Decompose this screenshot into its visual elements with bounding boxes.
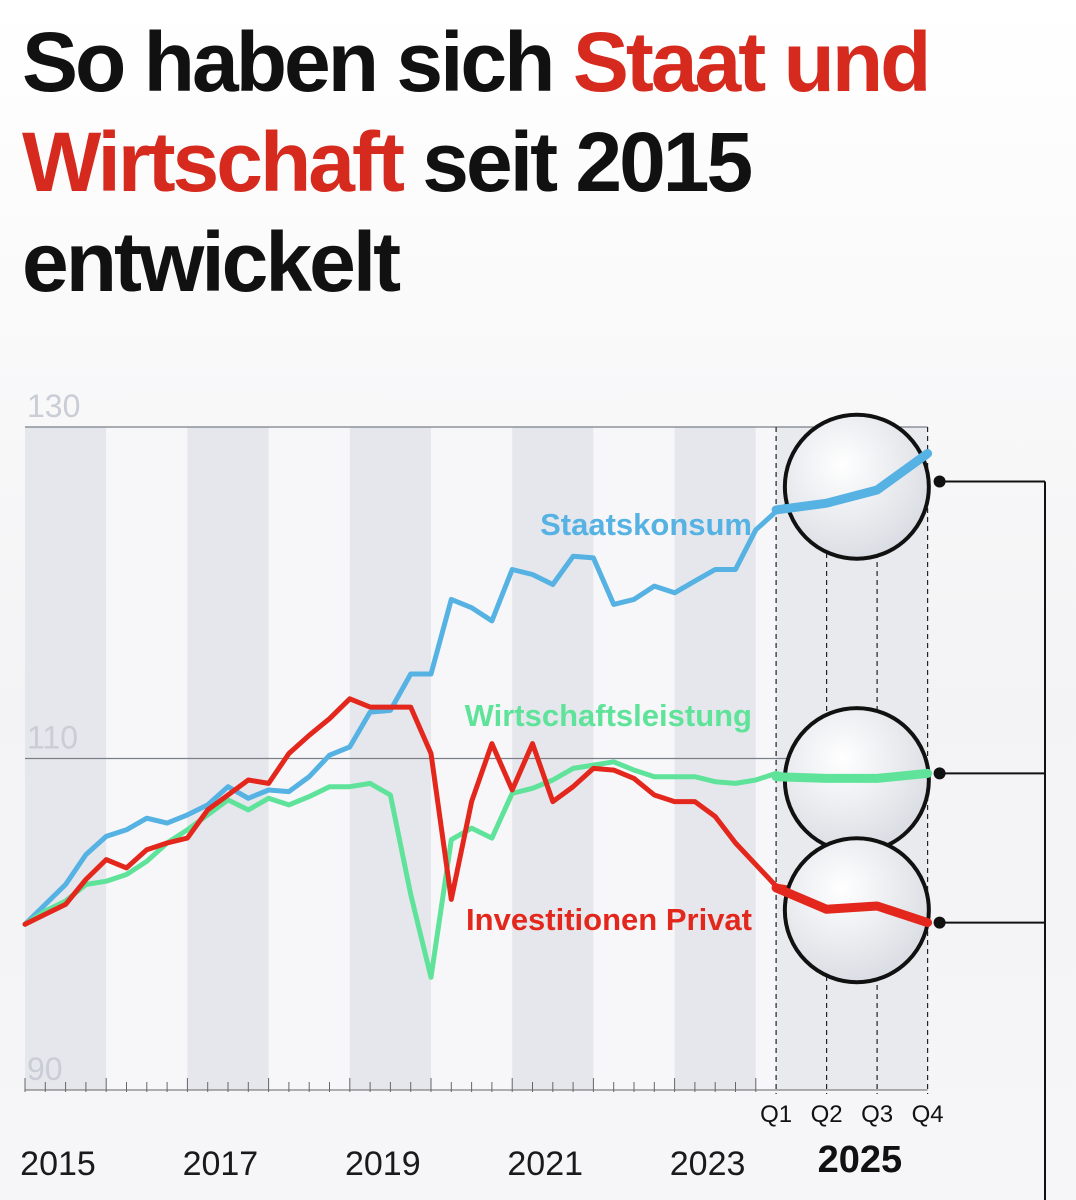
quarter-label: Q1 <box>760 1101 792 1128</box>
connector-lines <box>933 475 1046 1200</box>
series-label: Staatskonsum <box>540 507 752 542</box>
x-axis: 2015 2017 2019 2021 2023 Q1 Q2 Q3 Q4 2025 <box>20 1101 943 1183</box>
x-axis-ticks <box>24 1078 928 1092</box>
series-line-staatskonsum <box>22 497 840 927</box>
title-accent: Staat und Wirtschaft <box>22 15 931 209</box>
highlight-segment <box>771 449 933 515</box>
zoom-circles <box>771 412 933 985</box>
year-label: 2017 <box>183 1145 259 1183</box>
quarter-label: Q2 <box>811 1101 843 1128</box>
year-label: 2021 <box>507 1145 583 1183</box>
highlight-segment <box>771 883 933 928</box>
year-label: 2023 <box>670 1145 746 1183</box>
series-lines <box>22 497 840 980</box>
zoom-circle <box>782 412 931 561</box>
highlight-segment <box>771 768 933 783</box>
series-line-wirtschaftsleistung <box>22 759 840 980</box>
series-line-investitionen-privat <box>22 696 840 927</box>
chart-title: So haben sich Staat und Wirtschaft seit … <box>22 12 1062 312</box>
y-axis: 130 110 90 <box>27 388 80 1087</box>
series-label: Wirtschaftsleistung <box>465 698 752 733</box>
series-label: Investitionen Privat <box>466 902 752 937</box>
title-part-1: So haben sich <box>22 15 573 109</box>
gridlines <box>25 426 928 760</box>
series-labels: Staatskonsum Wirtschaftsleistung Investiti… <box>465 507 752 937</box>
quarter-label: Q3 <box>861 1101 893 1128</box>
quarter-label: Q4 <box>912 1101 944 1128</box>
y-tick-label: 90 <box>27 1051 63 1087</box>
y-tick-label: 110 <box>27 720 78 756</box>
year-label: 2015 <box>20 1145 96 1183</box>
year-label: 2019 <box>345 1145 421 1183</box>
title-part-3: seit 2015 entwickelt <box>22 115 753 309</box>
y-tick-label: 130 <box>27 388 80 424</box>
highlight-year-label: 2025 <box>818 1139 903 1181</box>
